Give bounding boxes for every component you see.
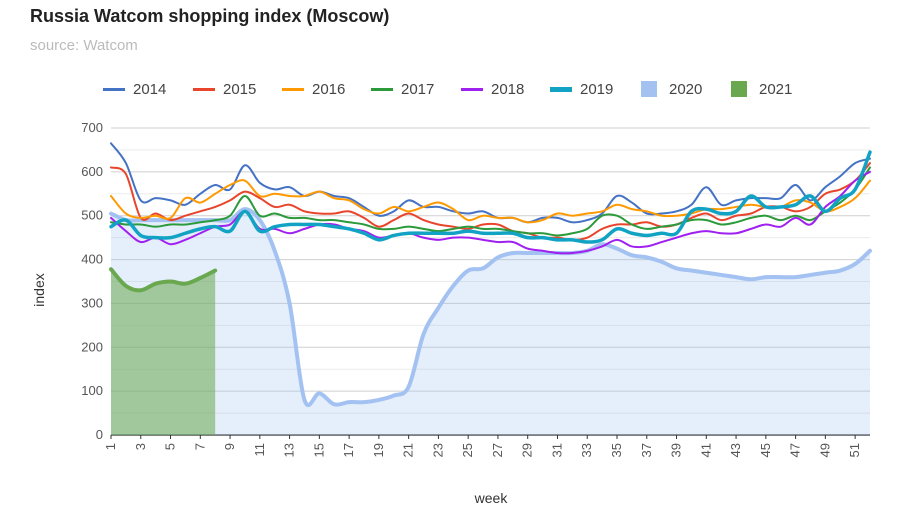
legend-item-2020: 2020 (641, 81, 702, 98)
legend-swatch (371, 88, 393, 91)
legend-item-2021: 2021 (731, 81, 792, 98)
x-tick-label: 41 (698, 443, 713, 457)
legend-swatch (641, 81, 657, 97)
x-tick-label: 5 (163, 443, 178, 450)
y-tick-label: 600 (81, 164, 103, 179)
legend-swatch (193, 88, 215, 91)
series-2014-line (110, 142, 871, 224)
x-tick-label: 37 (639, 443, 654, 457)
legend-label: 2020 (669, 81, 702, 98)
legend-label: 2015 (223, 81, 256, 98)
x-tick-label: 25 (460, 443, 475, 457)
chart-title: Russia Watcom shopping index (Moscow) (30, 6, 390, 26)
legend-item-2017: 2017 (371, 81, 434, 98)
legend-swatch (103, 88, 125, 91)
y-tick-label: 400 (81, 252, 103, 267)
x-tick-label: 39 (669, 443, 684, 457)
legend-swatch (731, 81, 747, 97)
x-tick-label: 35 (609, 443, 624, 457)
legend-swatch (461, 88, 483, 91)
legend-label: 2016 (312, 81, 345, 98)
series-2017-line (110, 166, 871, 237)
x-tick-label: 45 (758, 443, 773, 457)
series-2021-area (111, 269, 216, 435)
x-tick-label: 29 (520, 443, 535, 457)
legend-label: 2019 (580, 81, 613, 98)
x-tick-label: 31 (549, 443, 564, 457)
x-tick-label: 51 (847, 443, 862, 457)
legend-item-2016: 2016 (282, 81, 345, 98)
x-tick-label: 15 (311, 443, 326, 457)
x-axis-label: week (474, 490, 509, 506)
x-tick-label: 49 (817, 443, 832, 457)
x-tick-label: 13 (282, 443, 297, 457)
series-2020-line (109, 207, 872, 408)
y-axis-label: index (31, 273, 47, 306)
x-tick-label: 43 (728, 443, 743, 457)
x-tick-label: 19 (371, 443, 386, 457)
legend-label: 2017 (401, 81, 434, 98)
x-tick-label: 33 (579, 443, 594, 457)
x-tick-label: 3 (133, 443, 148, 450)
series-2020-area (111, 209, 870, 435)
x-tick-label: 7 (192, 443, 207, 450)
y-tick-label: 200 (81, 339, 103, 354)
x-tick-label: 23 (430, 443, 445, 457)
line-layer (109, 142, 872, 408)
legend-item-2014: 2014 (103, 81, 166, 98)
y-tick-label: 0 (96, 427, 103, 442)
legend-label: 2014 (133, 81, 166, 98)
x-tick-label: 9 (222, 443, 237, 450)
x-tick-label: 17 (341, 443, 356, 457)
series-2021-line (109, 267, 218, 293)
area-layer (111, 209, 870, 435)
series-2019-line (109, 150, 872, 244)
y-tick-label: 300 (81, 295, 103, 310)
legend-label: 2021 (759, 81, 792, 98)
x-axis: 1 3 5 7 9 11 13 15 17 19 21 23 25 27 29 31 33 35 37 39 41 43 4… (103, 435, 862, 457)
y-tick-label: 700 (81, 120, 103, 135)
y-tick-label: 500 (81, 208, 103, 223)
x-tick-label: 27 (490, 443, 505, 457)
y-axis: 0 100 200 300 400 500 600 700 (81, 120, 103, 442)
legend-item-2015: 2015 (193, 81, 256, 98)
legend-swatch (282, 88, 304, 91)
series-2015-line (110, 162, 871, 241)
legend-item-2019: 2019 (550, 81, 613, 98)
x-tick-label: 21 (401, 443, 416, 457)
legend-label: 2018 (491, 81, 524, 98)
x-tick-label: 1 (103, 443, 118, 450)
legend-swatch (550, 87, 572, 92)
y-tick-label: 100 (81, 383, 103, 398)
legend: 2014 2015 2016 2017 2018 2019 2020 2021 (103, 81, 792, 98)
legend-item-2018: 2018 (461, 81, 524, 98)
chart-subtitle: source: Watcom (30, 37, 138, 54)
x-tick-label: 47 (788, 443, 803, 457)
x-tick-label: 11 (252, 443, 267, 457)
